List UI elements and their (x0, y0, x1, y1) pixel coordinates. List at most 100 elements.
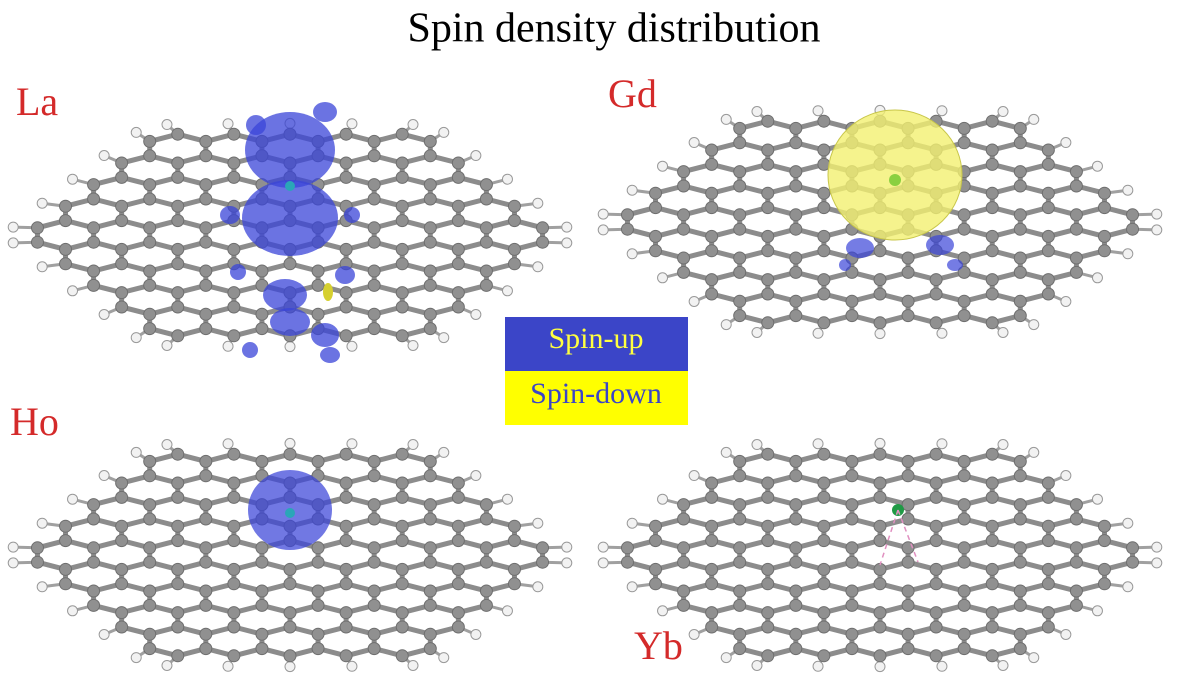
hydrogen-atom (501, 285, 513, 297)
panel-label: Ho (10, 399, 59, 444)
carbon-atom (789, 165, 803, 179)
carbon-atom (507, 519, 521, 533)
carbon-atom (227, 242, 241, 256)
carbon-atom (1013, 222, 1027, 236)
hydrogen-atom (98, 470, 110, 482)
carbon-atom (395, 562, 409, 576)
carbon-atom (677, 222, 691, 236)
carbon-atom (395, 300, 409, 314)
carbon-atom (817, 316, 831, 330)
hydrogen-atom (1151, 224, 1163, 236)
hydrogen-atom (1091, 493, 1103, 505)
carbon-atom (705, 287, 719, 301)
carbon-atom (171, 534, 185, 548)
carbon-atom (199, 322, 213, 336)
carbon-atom (1041, 519, 1055, 533)
carbon-atom (789, 469, 803, 483)
carbon-atom (873, 447, 887, 461)
hydrogen-atom (936, 660, 948, 672)
hydrogen-atom (626, 184, 638, 196)
carbon-atom (677, 555, 691, 569)
carbon-atom (227, 447, 241, 461)
carbon-atom (985, 534, 999, 548)
legend: Spin-up Spin-down (505, 317, 688, 425)
carbon-atom (705, 143, 719, 157)
carbon-atom (395, 329, 409, 343)
carbon-atom (479, 598, 493, 612)
carbon-atom (733, 541, 747, 555)
carbon-atom (761, 229, 775, 243)
carbon-atom (59, 577, 73, 591)
carbon-atom (817, 186, 831, 200)
carbon-atom (311, 642, 325, 656)
carbon-atom (649, 562, 663, 576)
hydrogen-atom (346, 118, 358, 130)
metal-atom (889, 174, 901, 186)
carbon-atom (115, 156, 129, 170)
hydrogen-atom (997, 106, 1009, 118)
hydrogen-atom (1060, 470, 1072, 482)
carbon-atom (929, 606, 943, 620)
hydrogen-atom (407, 119, 419, 131)
carbon-atom (423, 134, 437, 148)
carbon-atom (901, 265, 915, 279)
carbon-atom (957, 541, 971, 555)
hydrogen-atom (751, 439, 763, 451)
carbon-atom (423, 642, 437, 656)
hydrogen-atom (284, 661, 296, 673)
carbon-atom (423, 322, 437, 336)
carbon-atom (1041, 143, 1055, 157)
carbon-atom (873, 316, 887, 330)
carbon-atom (705, 620, 719, 634)
carbon-atom (451, 214, 465, 228)
carbon-atom (929, 577, 943, 591)
carbon-atom (367, 541, 381, 555)
carbon-atom (677, 251, 691, 265)
carbon-atom (171, 577, 185, 591)
carbon-atom (87, 555, 101, 569)
carbon-atom (227, 300, 241, 314)
carbon-atom (339, 300, 353, 314)
carbon-atom (1069, 541, 1083, 555)
carbon-atom (705, 157, 719, 171)
metal-atom (285, 508, 295, 518)
carbon-atom (1126, 555, 1140, 569)
carbon-atom (705, 534, 719, 548)
carbon-atom (59, 257, 73, 271)
graphene-sheet (7, 117, 573, 353)
hydrogen-atom (67, 285, 79, 297)
carbon-atom (761, 143, 775, 157)
carbon-atom (705, 490, 719, 504)
carbon-atom (1041, 186, 1055, 200)
carbon-atom (957, 208, 971, 222)
hydrogen-atom (130, 446, 142, 458)
carbon-atom (87, 541, 101, 555)
carbon-atom (227, 156, 241, 170)
carbon-atom (115, 476, 129, 490)
hydrogen-atom (997, 439, 1009, 451)
carbon-atom (985, 620, 999, 634)
carbon-atom (1013, 208, 1027, 222)
carbon-atom (171, 476, 185, 490)
carbon-atom (985, 143, 999, 157)
hydrogen-atom (407, 439, 419, 451)
hydrogen-atom (346, 438, 358, 450)
carbon-atom (507, 577, 521, 591)
carbon-atom (761, 534, 775, 548)
carbon-atom (929, 476, 943, 490)
hydrogen-atom (1151, 208, 1163, 220)
carbon-atom (929, 562, 943, 576)
carbon-atom (705, 273, 719, 287)
hydrogen-atom (657, 272, 669, 284)
carbon-atom (87, 264, 101, 278)
carbon-atom (1097, 229, 1111, 243)
carbon-atom (395, 620, 409, 634)
carbon-atom (817, 562, 831, 576)
carbon-atom (536, 555, 550, 569)
carbon-atom (451, 257, 465, 271)
carbon-atom (733, 136, 747, 150)
carbon-atom (957, 265, 971, 279)
spin-up-isosurface (947, 259, 963, 271)
carbon-atom (227, 534, 241, 548)
